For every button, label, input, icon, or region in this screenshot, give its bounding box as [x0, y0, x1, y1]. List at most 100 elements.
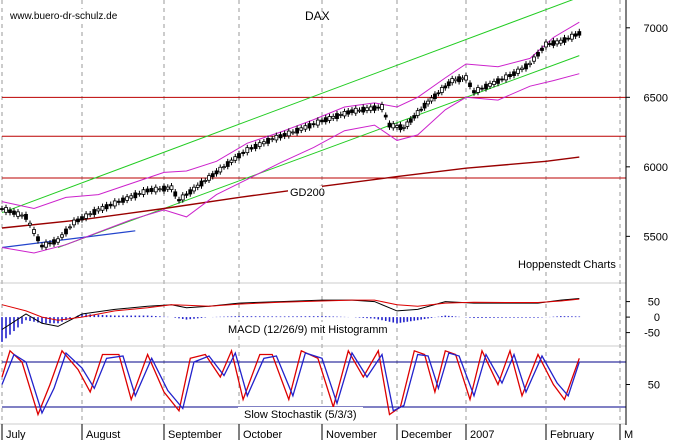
- candle-body: [380, 104, 384, 110]
- candle-body: [303, 125, 308, 130]
- candle-body: [36, 236, 40, 242]
- candle-body: [492, 80, 496, 85]
- candle-body: [346, 110, 351, 115]
- price-tick-label: 5500: [644, 231, 668, 243]
- candle-body: [464, 75, 468, 81]
- candle-body: [350, 109, 354, 113]
- macd-tick-label: -50: [644, 328, 660, 340]
- candle-body: [429, 97, 434, 102]
- candle-body: [100, 205, 105, 211]
- candle-body: [577, 31, 582, 36]
- candle-body: [291, 131, 295, 134]
- gd200-label: GD200: [290, 187, 325, 199]
- candle-body: [137, 193, 142, 195]
- watermark-text: www.buero-dr-schulz.de: [9, 11, 118, 22]
- candle-body: [173, 191, 178, 197]
- candle-body: [460, 77, 465, 80]
- macd-tick-label: 50: [648, 297, 660, 309]
- stoch-d-line: [1, 351, 580, 415]
- candle-body: [229, 159, 234, 163]
- macd-label-bg: [220, 322, 370, 335]
- candle-body: [547, 43, 552, 45]
- candle-body: [342, 110, 347, 117]
- candle-body: [520, 67, 524, 70]
- candle-body: [68, 226, 72, 229]
- candle-body: [184, 193, 189, 196]
- stochastic-panel: [1, 348, 626, 417]
- candle-body: [108, 203, 113, 207]
- upper-band-line: [1, 21, 580, 210]
- candle-body: [372, 105, 377, 111]
- candle-body: [24, 213, 28, 220]
- candle-body: [387, 122, 392, 128]
- candle-body: [261, 141, 266, 145]
- candle-body: [125, 196, 129, 201]
- stoch-tick-label: 50: [648, 380, 660, 392]
- candle-body: [327, 116, 332, 121]
- candle-body: [233, 156, 238, 161]
- candle-body: [419, 108, 424, 111]
- candle-body: [353, 107, 358, 114]
- credit-text: Hoppenstedt Charts: [518, 259, 616, 271]
- candle-body: [117, 200, 121, 203]
- candle-body: [52, 239, 56, 245]
- candle-body: [426, 100, 430, 105]
- candle-body: [472, 90, 476, 94]
- candle-body: [504, 74, 508, 81]
- month-label: July: [6, 429, 26, 440]
- candle-body: [516, 68, 520, 74]
- candle-body: [210, 173, 215, 178]
- candle-body: [64, 228, 68, 235]
- candle-body: [195, 184, 200, 188]
- candle-body: [331, 115, 336, 119]
- candle-body: [368, 106, 373, 111]
- candle-body: [104, 204, 109, 210]
- month-label: October: [243, 429, 282, 440]
- candle-body: [48, 242, 52, 245]
- candle-body: [566, 37, 571, 40]
- candle-body: [149, 188, 154, 192]
- candle-body: [422, 102, 427, 109]
- candle-body: [112, 200, 117, 207]
- candle-body: [278, 134, 283, 139]
- month-label: September: [168, 429, 222, 440]
- upper-channel-line: [1, 0, 574, 214]
- candle-body: [162, 185, 166, 192]
- candle-body: [395, 125, 399, 128]
- candle-body: [323, 117, 328, 123]
- candle-body: [76, 218, 80, 223]
- candle-body: [528, 62, 532, 66]
- candle-body: [218, 166, 223, 173]
- stoch-label-bg: [238, 407, 363, 420]
- candle-body: [249, 147, 254, 150]
- candle-body: [282, 133, 287, 137]
- lower-channel-line: [1, 230, 136, 249]
- candle-body: [457, 76, 462, 83]
- candle-body: [307, 123, 312, 129]
- candle-body: [365, 107, 369, 111]
- candle-body: [16, 211, 20, 217]
- candle-body: [207, 175, 211, 181]
- candle-body: [315, 119, 320, 126]
- candle-body: [524, 63, 528, 70]
- candle-body: [436, 92, 441, 95]
- stoch-label: Slow Stochastik (5/3/3): [244, 409, 357, 421]
- month-label: August: [86, 429, 120, 440]
- candle-body: [32, 229, 36, 234]
- candle-body: [157, 188, 162, 191]
- candle-body: [433, 93, 437, 99]
- candle-body: [555, 40, 559, 45]
- candle-body: [40, 244, 44, 248]
- candle-body: [180, 194, 185, 201]
- candle-body: [401, 126, 406, 129]
- candle-body: [257, 142, 262, 147]
- macd-panel: [1, 298, 581, 342]
- candle-body: [177, 199, 181, 202]
- candle-body: [225, 161, 230, 167]
- candle-body: [391, 123, 396, 129]
- candle-body: [551, 40, 556, 46]
- candle-body: [129, 195, 134, 199]
- candle-body: [536, 51, 540, 57]
